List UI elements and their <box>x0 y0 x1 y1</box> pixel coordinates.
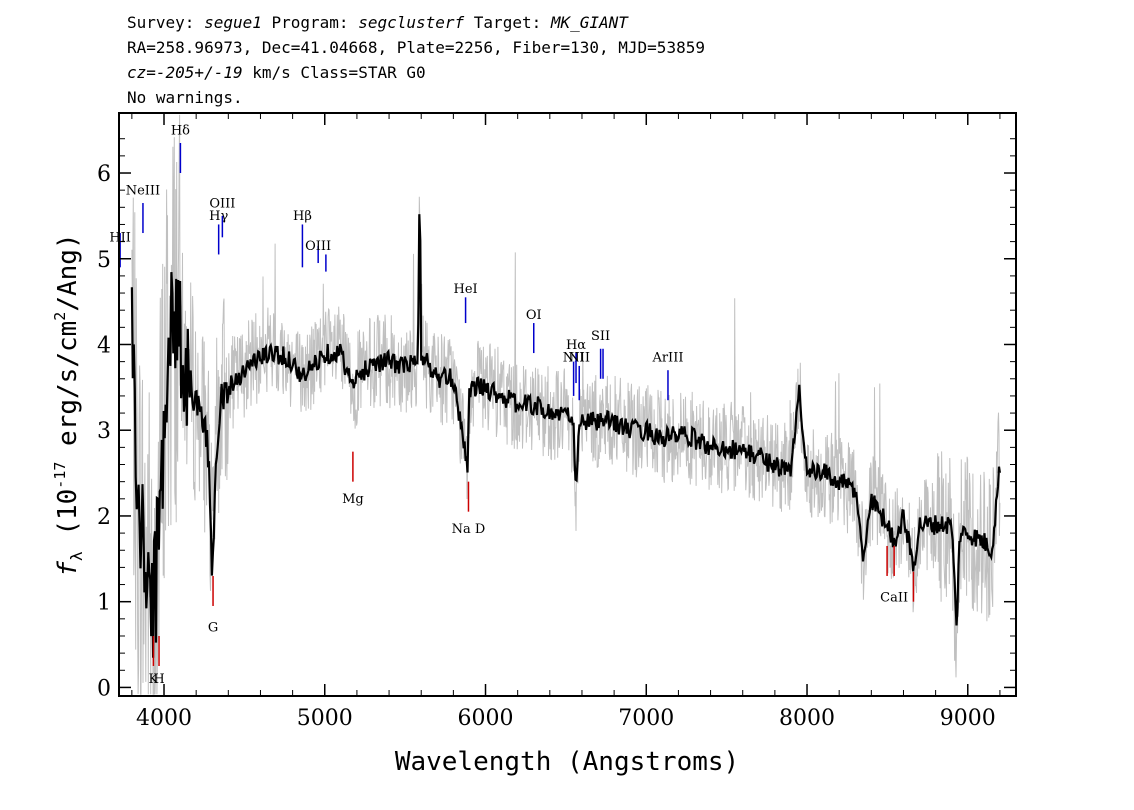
y-tick-label: 0 <box>97 676 111 701</box>
target-label: Target: <box>464 13 551 32</box>
line-label: OIII <box>209 196 235 211</box>
line-label: Na D <box>452 522 486 537</box>
y-tick-label: 6 <box>97 162 111 187</box>
y-axis-title: fλ (10-17 erg/s/cm2/Ang) <box>51 233 86 576</box>
program-value: segclusterf <box>358 13 465 32</box>
line-label: NII <box>568 351 590 366</box>
x-tick-label: 4000 <box>136 706 192 731</box>
line-label: Hα <box>566 338 586 353</box>
line-label: NII <box>563 351 585 366</box>
program-label: Program: <box>261 13 359 32</box>
line-label: CaII <box>880 591 908 606</box>
line-label: OIII <box>305 239 331 254</box>
x-tick-label: 6000 <box>458 706 514 731</box>
y-tick-label: 2 <box>97 505 111 530</box>
flux-series <box>130 214 1001 658</box>
line-label: G <box>208 621 218 636</box>
plot-frame <box>118 112 1017 697</box>
line-label: ArIII <box>651 351 683 366</box>
y-tick-label: 3 <box>97 419 111 444</box>
header-line-coords: RA=258.96973, Dec=41.04668, Plate=2256, … <box>127 38 705 57</box>
redshift-rest: km/s Class=STAR G0 <box>242 63 426 82</box>
x-tick-label: 9000 <box>940 706 996 731</box>
y-tick-label: 5 <box>97 248 111 273</box>
line-label: Hδ <box>171 123 190 138</box>
axis-ticks: 4000 5000 6000 7000 8000 9000 0 1 2 3 4 5 6 <box>97 113 1016 731</box>
line-label: Hγ <box>209 209 228 224</box>
redshift-value: cz=-205+/-19 <box>127 63 243 82</box>
line-label: Mg <box>342 492 364 507</box>
line-label: ΗΙΙ <box>109 231 131 246</box>
x-tick-label: 5000 <box>297 706 353 731</box>
header-line-survey: Survey: segue1 Program: segclusterf Targ… <box>127 14 628 32</box>
line-label: HeI <box>453 282 477 297</box>
y-tick-label: 1 <box>97 591 111 616</box>
line-label: Hβ <box>293 209 312 224</box>
survey-value: segue1 <box>204 13 262 32</box>
line-label: OI <box>526 308 542 323</box>
noise-series <box>131 114 1001 695</box>
line-label: NeIII <box>126 183 160 198</box>
line-label: H <box>153 672 164 687</box>
x-tick-label: 8000 <box>779 706 835 731</box>
line-label: K <box>149 672 159 687</box>
flux-trace <box>130 214 1001 658</box>
x-axis-title: Wavelength (Angstroms) <box>395 747 739 777</box>
x-tick-label: 7000 <box>618 706 674 731</box>
header-line-warnings: No warnings. <box>127 88 243 107</box>
noise-trace <box>131 114 1001 695</box>
survey-label: Survey: <box>127 13 205 32</box>
header-line-redshift: cz=-205+/-19 km/s Class=STAR G0 <box>127 64 426 82</box>
target-value: MK_GIANT <box>550 13 628 32</box>
y-tick-label: 4 <box>97 333 111 358</box>
line-markers: ΗΙΙNeIIIHδHγOIIIHβOIIIHeIOINIIHαNIISIIAr… <box>109 123 915 687</box>
line-label: SII <box>591 329 610 344</box>
